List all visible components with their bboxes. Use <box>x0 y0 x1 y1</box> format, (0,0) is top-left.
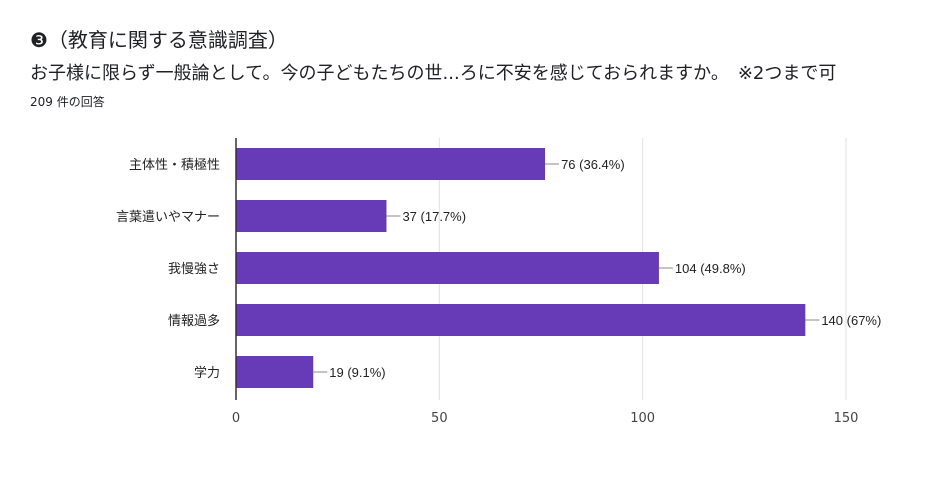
category-label: 我慢強さ <box>168 261 220 277</box>
response-count: 209 件の回答 <box>30 95 105 109</box>
x-tick-label: 150 <box>834 411 859 426</box>
question-text: お子様に限らず一般論として。今の子どもたちの世...ろに不安を感じておられますか… <box>30 63 837 84</box>
bar <box>236 304 806 336</box>
bar <box>236 252 659 284</box>
data-label: 19 (9.1%) <box>329 365 385 380</box>
data-label: 37 (17.7%) <box>402 209 466 224</box>
category-label: 主体性・積極性 <box>129 157 220 173</box>
bar <box>236 148 546 180</box>
bar <box>236 356 314 388</box>
category-label: 言葉遣いやマナー <box>116 210 220 225</box>
chart-title: ❸（教育に関する意識調査） <box>30 28 288 52</box>
bar <box>236 200 387 232</box>
x-tick-label: 0 <box>232 411 240 426</box>
category-label: 情報過多 <box>168 313 220 329</box>
data-label: 76 (36.4%) <box>561 157 625 172</box>
data-label: 140 (67%) <box>821 313 881 328</box>
x-tick-label: 50 <box>431 411 448 426</box>
category-label: 学力 <box>194 365 220 381</box>
x-tick-label: 100 <box>630 411 655 426</box>
data-label: 104 (49.8%) <box>675 261 746 276</box>
